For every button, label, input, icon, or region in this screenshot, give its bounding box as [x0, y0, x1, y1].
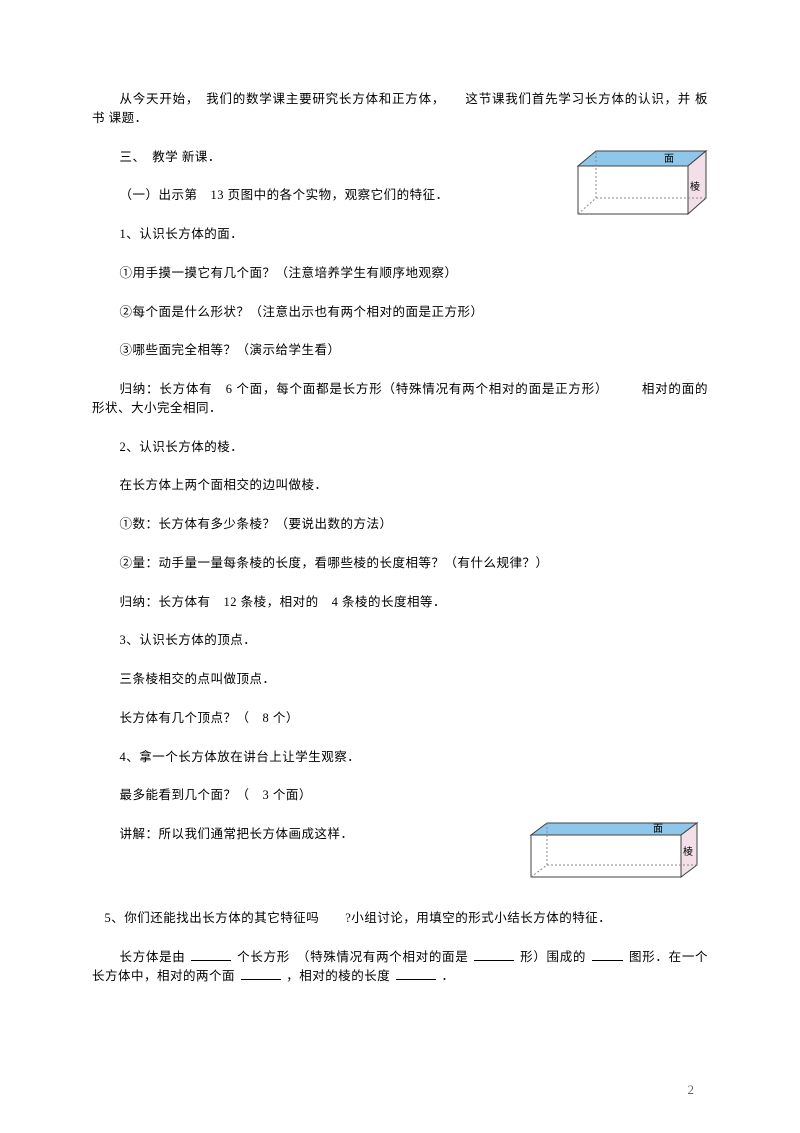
blank-field[interactable]: [191, 948, 231, 961]
paragraph: 4、拿一个长方体放在讲台上让学生观察．: [92, 748, 708, 767]
paragraph: ③哪些面完全相等？（演示给学生看）: [92, 341, 708, 360]
paragraph: （一）出示第 13 页图中的各个实物，观察它们的特征．: [92, 186, 522, 205]
text-fragment: 形）围成的: [520, 950, 586, 964]
paragraph: 三、 教学 新课．: [92, 148, 522, 167]
fill-blank-paragraph: 长方体是由 个长方形 （特殊情况有两个相对的面是 形）围成的 图形．在一个长方体…: [92, 948, 708, 986]
paragraph: ②量：动手量一量每条棱的长度，看哪些棱的长度相等？（有什么规律？）: [92, 554, 708, 573]
cuboid-figure-1: 面 棱: [558, 148, 708, 216]
svg-text:面: 面: [664, 154, 674, 165]
paragraph: 从今天开始， 我们的数学课主要研究长方体和正方体， 这节课我们首先学习长方体的认…: [92, 90, 708, 128]
svg-text:棱: 棱: [690, 180, 700, 193]
blank-field[interactable]: [592, 948, 623, 961]
paragraph: 归纳：长方体有 12 条棱，相对的 4 条棱的长度相等．: [92, 593, 708, 612]
paragraph: 5、你们还能找出长方体的其它特征吗 ?小组讨论，用填空的形式小结长方体的特征．: [92, 909, 708, 928]
paragraph: ①数：长方体有多少条棱？（要说出数的方法）: [92, 515, 708, 534]
paragraph: 2、认识长方体的棱．: [92, 438, 708, 457]
blank-field[interactable]: [474, 948, 514, 961]
paragraph: 3、认识长方体的顶点．: [92, 631, 708, 650]
paragraph: ①用手摸一摸它有几个面？（注意培养学生有顺序地观察）: [92, 264, 708, 283]
paragraph: 1、认识长方体的面．: [92, 225, 522, 244]
blank-field[interactable]: [241, 967, 281, 980]
paragraph: 最多能看到几个面？（ 3 个面）: [92, 786, 708, 805]
text-fragment: 长方体是由: [120, 950, 186, 964]
text-fragment: ．: [442, 969, 455, 983]
paragraph: 三条棱相交的点叫做顶点．: [92, 670, 708, 689]
paragraph: 长方体有几个顶点？（ 8 个）: [92, 709, 708, 728]
svg-text:棱: 棱: [683, 845, 693, 858]
page-number: 2: [688, 1082, 695, 1098]
paragraph: ②每个面是什么形状？（注意出示也有两个相对的面是正方形）: [92, 303, 708, 322]
paragraph: 归纳：长方体有 6 个面，每个面都是长方形（特殊情况有两个相对的面是正方形） 相…: [92, 380, 708, 418]
paragraph: 讲解：所以我们通常把长方体画成这样．: [92, 825, 472, 844]
svg-text:面: 面: [653, 824, 663, 835]
text-fragment: ，相对的棱的长度: [286, 969, 390, 983]
paragraph: 在长方体上两个面相交的边叫做棱．: [92, 476, 708, 495]
text-fragment: 个长方形 （特殊情况有两个相对的面是: [237, 950, 468, 964]
cuboid-figure-2: 面 棱: [513, 821, 708, 883]
blank-field[interactable]: [396, 967, 436, 980]
